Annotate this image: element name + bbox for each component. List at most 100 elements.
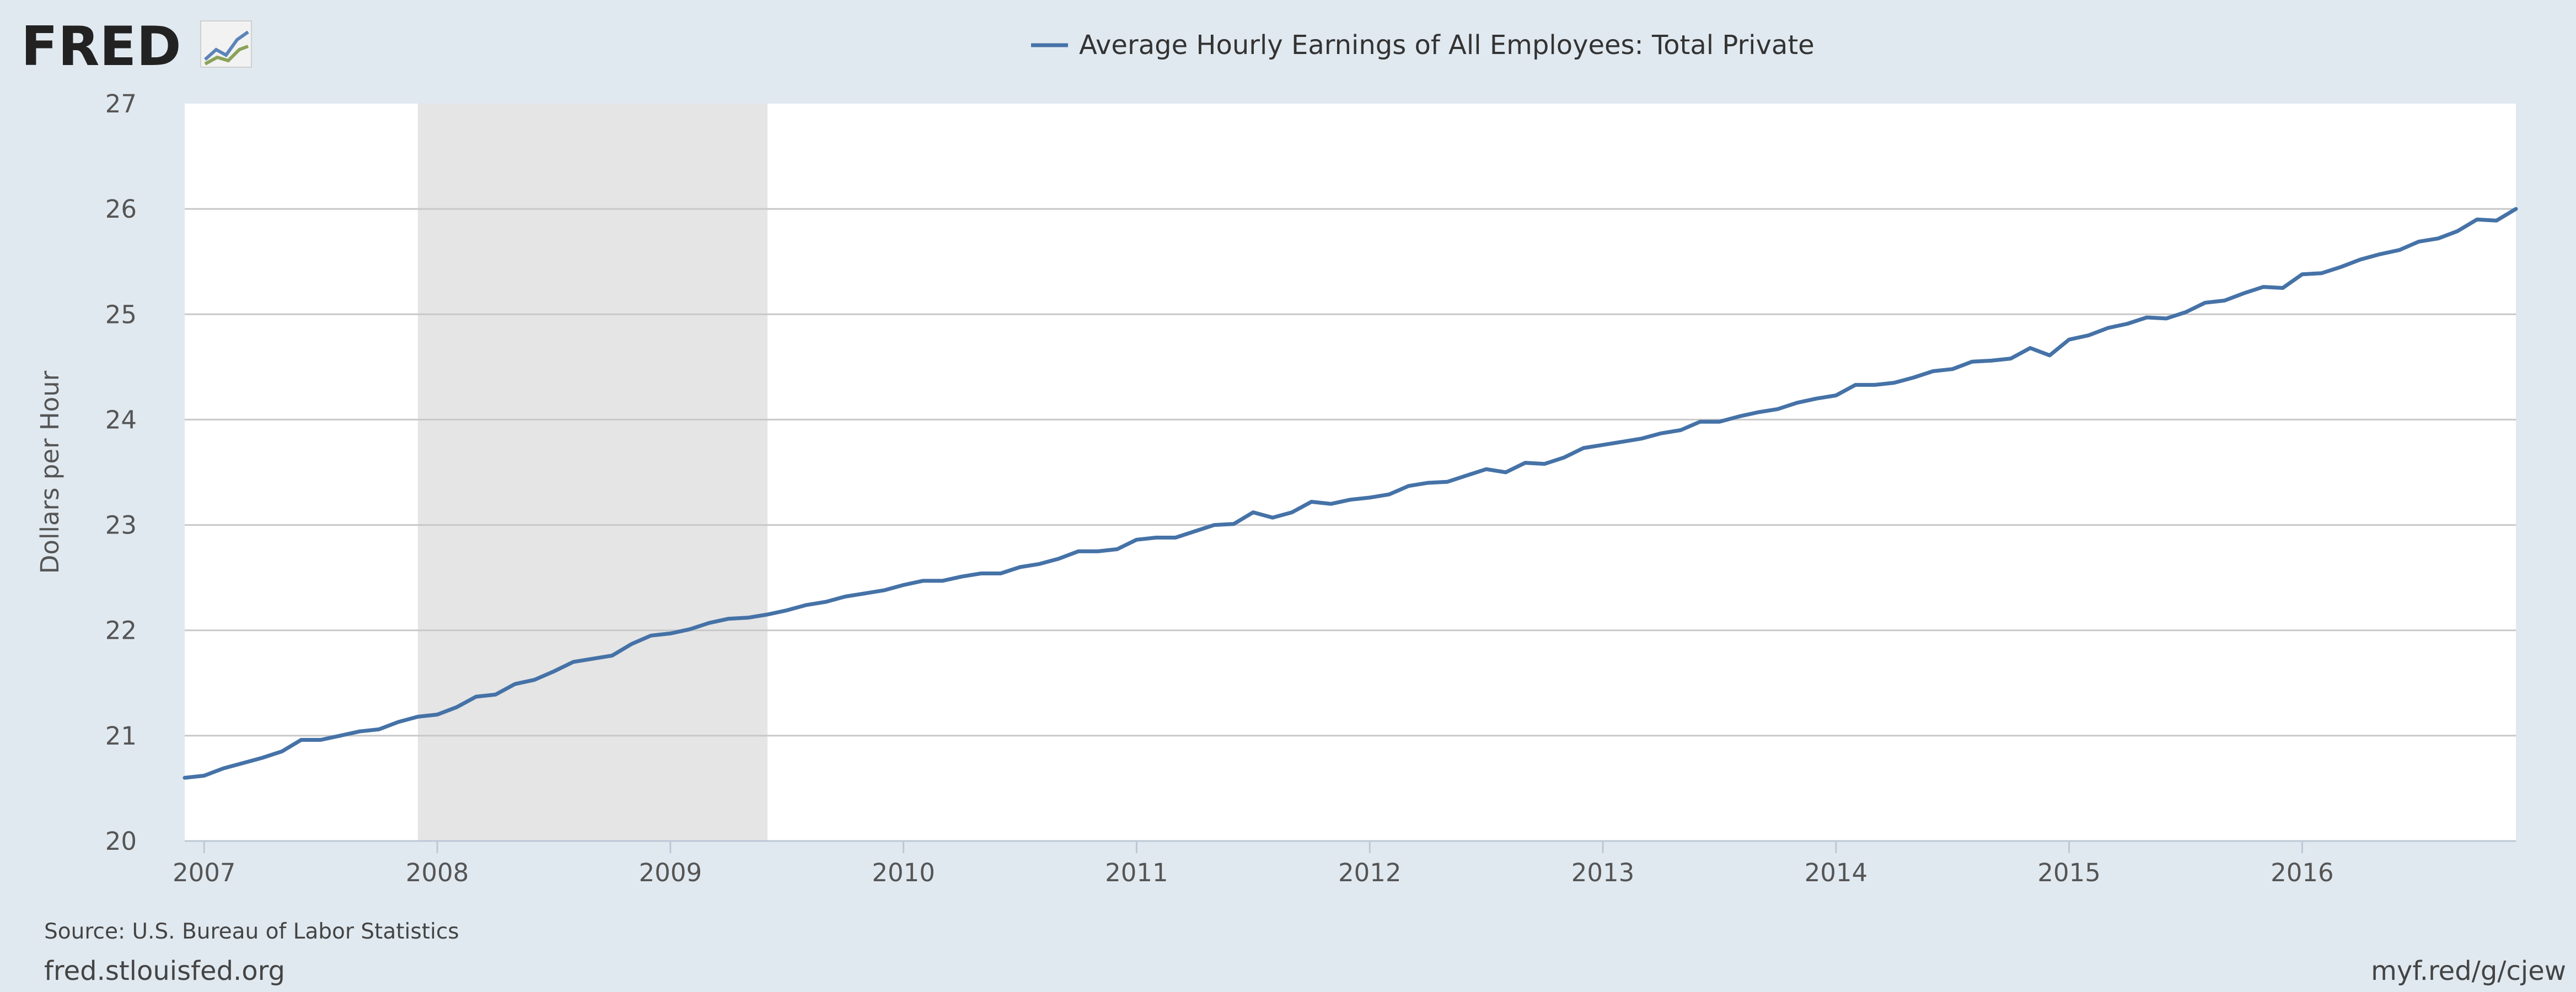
data-point[interactable] [785,608,789,612]
data-point[interactable] [1251,510,1255,514]
data-point[interactable] [202,774,206,778]
data-point[interactable] [2339,265,2343,269]
data-point[interactable] [668,632,672,635]
data-point[interactable] [1562,456,1566,460]
data-point[interactable] [999,572,1002,575]
data-point[interactable] [1310,500,1313,504]
data-point[interactable] [1135,538,1139,542]
data-point[interactable] [2514,207,2518,211]
data-point[interactable] [2106,326,2110,330]
data-point[interactable] [1581,446,1585,450]
data-point[interactable] [1737,414,1741,418]
data-point[interactable] [1931,369,1935,373]
data-point[interactable] [1970,360,1974,364]
data-point[interactable] [1756,411,1760,414]
data-point[interactable] [2086,333,2090,337]
fred-logo[interactable]: FRED [21,15,252,78]
data-point[interactable] [2009,357,2012,360]
data-point[interactable] [513,682,517,686]
data-point[interactable] [1698,420,1702,424]
data-point[interactable] [552,670,556,673]
data-point[interactable] [1892,381,1896,385]
data-point[interactable] [1523,461,1527,465]
data-point[interactable] [222,767,226,770]
data-point[interactable] [280,750,284,753]
data-point[interactable] [2300,272,2304,276]
data-point[interactable] [533,678,536,682]
data-point[interactable] [416,715,420,719]
data-point[interactable] [1212,523,1216,527]
data-point[interactable] [766,613,769,617]
data-point[interactable] [2378,252,2382,256]
data-point[interactable] [2417,240,2421,244]
data-point[interactable] [960,575,964,579]
data-point[interactable] [299,738,303,742]
data-point[interactable] [921,579,925,583]
data-point[interactable] [649,634,653,638]
data-point[interactable] [1834,393,1838,397]
data-point[interactable] [2223,299,2226,303]
data-point[interactable] [2437,236,2440,240]
data-point[interactable] [1601,443,1605,447]
data-point[interactable] [1504,471,1507,474]
data-point[interactable] [1076,549,1080,553]
data-point[interactable] [2242,292,2246,295]
data-point[interactable] [688,627,692,631]
data-point[interactable] [455,705,459,709]
data-point[interactable] [1154,536,1158,540]
data-point[interactable] [1387,493,1391,497]
data-point[interactable] [824,600,828,604]
data-point[interactable] [474,695,478,699]
data-point[interactable] [1057,557,1061,560]
data-point[interactable] [1873,383,1877,387]
data-point[interactable] [1329,502,1333,506]
data-point[interactable] [1173,536,1177,540]
data-point[interactable] [1854,383,1858,387]
short-link[interactable]: myf.red/g/cjew [2371,956,2566,986]
data-point[interactable] [1989,359,1993,363]
data-point[interactable] [1232,522,1236,526]
data-point[interactable] [941,579,944,583]
data-point[interactable] [1271,516,1275,520]
data-point[interactable] [1096,549,1099,553]
data-point[interactable] [2145,316,2149,320]
data-point[interactable] [493,693,497,697]
data-point[interactable] [2475,218,2479,222]
data-point[interactable] [630,642,634,646]
data-point[interactable] [1912,375,1915,379]
data-point[interactable] [1038,562,1042,566]
data-point[interactable] [1659,432,1663,435]
data-point[interactable] [1290,510,1294,514]
data-point[interactable] [1407,484,1410,488]
data-point[interactable] [863,591,867,595]
data-point[interactable] [804,603,808,607]
data-point[interactable] [1349,498,1352,502]
data-point[interactable] [183,776,186,780]
data-point[interactable] [1795,401,1799,405]
data-point[interactable] [2494,219,2498,223]
data-point[interactable] [260,756,264,759]
data-point[interactable] [571,660,575,664]
data-point[interactable] [2067,338,2071,342]
data-point[interactable] [2261,285,2265,289]
data-point[interactable] [1620,440,1624,444]
data-point[interactable] [727,617,731,621]
data-point[interactable] [338,734,342,737]
data-point[interactable] [1465,473,1469,477]
data-point[interactable] [358,730,362,734]
data-point[interactable] [241,761,245,765]
data-point[interactable] [1484,467,1488,471]
data-point[interactable] [1446,480,1450,484]
data-point[interactable] [436,713,439,716]
data-point[interactable] [2184,310,2188,314]
data-point[interactable] [901,583,905,587]
data-point[interactable] [2164,316,2168,320]
data-point[interactable] [610,654,614,657]
data-point[interactable] [396,720,400,724]
data-point[interactable] [2456,229,2460,233]
data-point[interactable] [707,621,711,625]
data-point[interactable] [1776,407,1780,411]
data-point[interactable] [1678,428,1682,432]
data-point[interactable] [1426,481,1430,485]
data-point[interactable] [1368,495,1372,499]
